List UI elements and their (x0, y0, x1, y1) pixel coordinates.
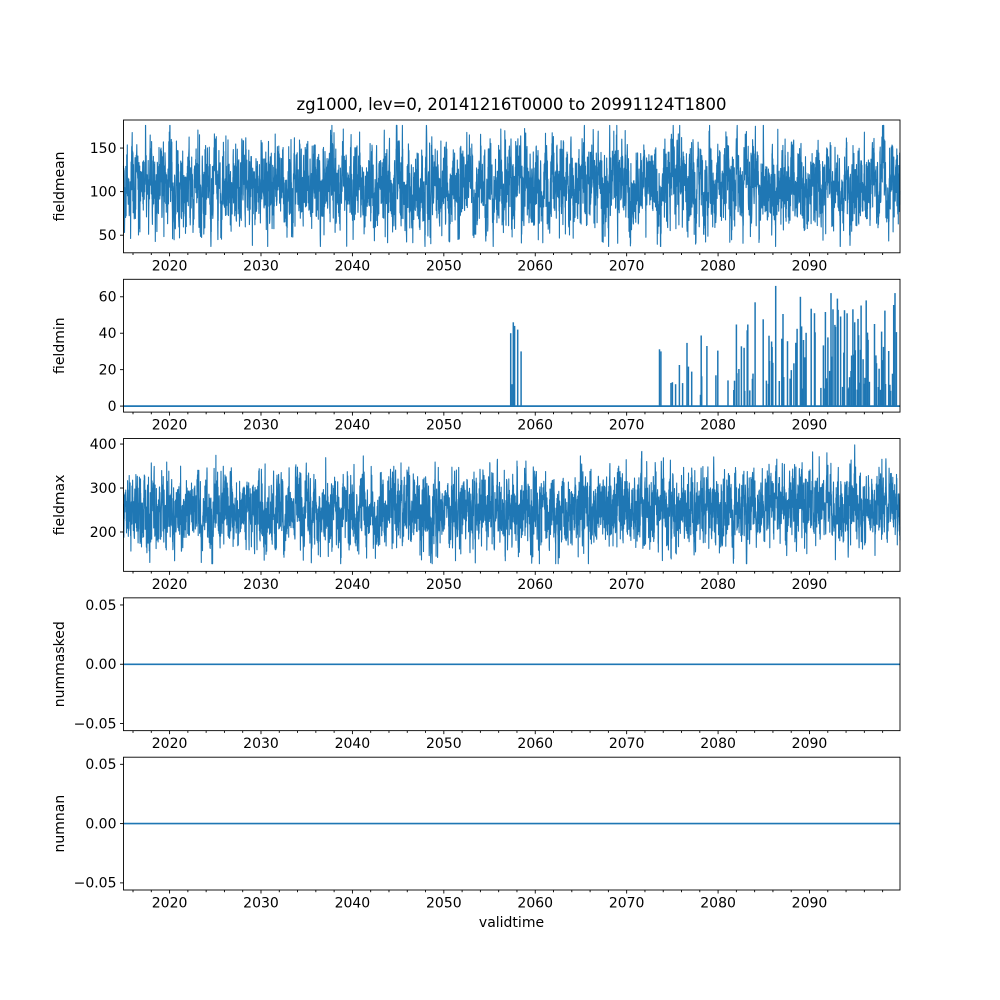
x-tick-label: 2090 (792, 258, 828, 274)
x-tick-label: 2050 (426, 577, 462, 593)
y-tick-label: 0.05 (85, 757, 116, 773)
figure-title: zg1000, lev=0, 20141216T0000 to 20991124… (296, 95, 727, 114)
x-tick-label: 2020 (152, 736, 188, 752)
x-tick-label: 2050 (426, 736, 462, 752)
x-tick-label: 2020 (152, 577, 188, 593)
x-tick-label: 2030 (243, 258, 279, 274)
subplot-fieldmean: 50 100 150 2020 2030 2040 2050 2060 2070 2080 2090… (52, 119, 901, 274)
y-tick-label: 150 (90, 141, 117, 157)
y-tick-label: 40 (99, 326, 117, 342)
y-tick-label: 0.05 (85, 598, 116, 614)
y-tick-label: 200 (90, 525, 117, 541)
x-tick-label: 2040 (335, 896, 371, 912)
x-tick-label: 2050 (426, 896, 462, 912)
y-tick-label: 60 (99, 290, 117, 306)
x-tick-label: 2040 (335, 577, 371, 593)
series-line-fieldmax (122, 444, 901, 565)
y-axis-label-fieldmean: fieldmean (52, 151, 68, 221)
x-tick-label: 2040 (335, 736, 371, 752)
x-tick-label: 2070 (609, 418, 645, 434)
y-axis-label-fieldmax: fieldmax (52, 475, 68, 536)
subplot-nummasked: −0.05 0.00 0.05 2020 2030 2040 2050 2060 2070 208… (52, 597, 901, 752)
y-tick-label: 400 (90, 437, 117, 453)
x-tick-label: 2040 (335, 418, 371, 434)
plot-border (123, 438, 901, 572)
x-tick-label: 2080 (700, 418, 736, 434)
x-tick-label: 2020 (152, 896, 188, 912)
x-tick-label: 2060 (517, 896, 553, 912)
y-axis-label-fieldmin: fieldmin (52, 317, 68, 374)
plot-border (123, 119, 901, 254)
x-tick-label: 2090 (792, 418, 828, 434)
x-tick-label: 2030 (243, 577, 279, 593)
y-tick-label: 0 (108, 399, 117, 415)
x-tick-label: 2060 (517, 577, 553, 593)
subplot-fieldmax: 200 300 400 2020 2030 2040 2050 2060 2070 2080 209… (52, 437, 901, 593)
x-tick-label: 2030 (243, 736, 279, 752)
y-tick-label: −0.05 (74, 876, 117, 892)
x-tick-label: 2080 (700, 896, 736, 912)
x-tick-label: 2060 (517, 258, 553, 274)
x-tick-label: 2030 (243, 418, 279, 434)
x-tick-label: 2080 (700, 577, 736, 593)
y-axis-label-numnan: numnan (52, 795, 68, 853)
x-tick-label: 2070 (609, 577, 645, 593)
subplot-numnan: −0.05 0.00 0.05 2020 2030 2040 2050 2060 2070 208… (52, 756, 901, 912)
plot-border (123, 278, 901, 413)
x-tick-label: 2090 (792, 577, 828, 593)
y-tick-label: 300 (90, 481, 117, 497)
y-tick-label: 0.00 (85, 657, 116, 673)
x-tick-label: 2050 (426, 418, 462, 434)
x-tick-label: 2060 (517, 736, 553, 752)
y-tick-label: −0.05 (74, 716, 117, 732)
x-tick-label: 2030 (243, 896, 279, 912)
x-tick-label: 2070 (609, 258, 645, 274)
x-tick-label: 2070 (609, 896, 645, 912)
x-tick-label: 2020 (152, 418, 188, 434)
x-tick-label: 2040 (335, 258, 371, 274)
x-tick-label: 2080 (700, 258, 736, 274)
x-tick-label: 2090 (792, 896, 828, 912)
y-tick-label: 50 (99, 228, 117, 244)
series-line-fieldmean (122, 124, 901, 248)
x-tick-label: 2080 (700, 736, 736, 752)
x-tick-label: 2060 (517, 418, 553, 434)
x-tick-label: 2090 (792, 736, 828, 752)
y-tick-label: 0.00 (85, 816, 116, 832)
x-tick-label: 2020 (152, 258, 188, 274)
x-tick-label: 2070 (609, 736, 645, 752)
x-axis-label: validtime (478, 915, 545, 931)
y-axis-label-nummasked: nummasked (52, 621, 68, 707)
y-tick-label: 100 (90, 184, 117, 200)
x-tick-label: 2050 (426, 258, 462, 274)
y-tick-label: 20 (99, 363, 117, 379)
